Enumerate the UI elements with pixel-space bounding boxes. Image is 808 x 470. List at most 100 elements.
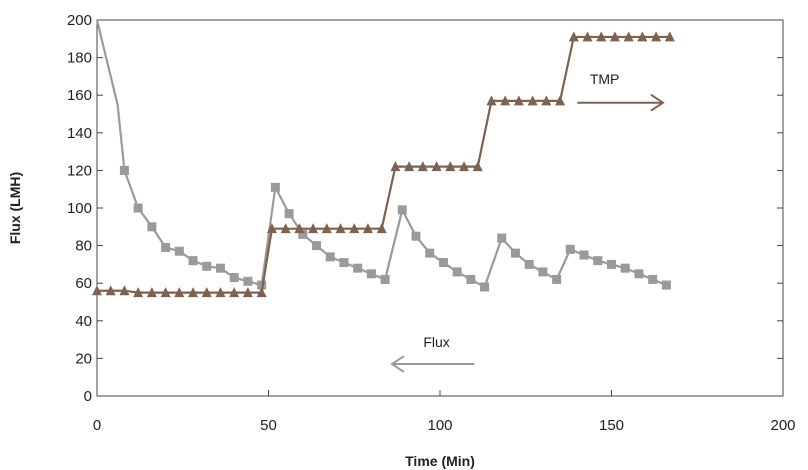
flux-point [229, 273, 239, 283]
tmp-point [146, 287, 157, 298]
flux-point [147, 222, 157, 232]
flux-point [593, 256, 603, 266]
flux-point [353, 263, 363, 273]
y-tick-label: 120 [67, 162, 92, 179]
flux-point [243, 276, 253, 286]
x-tick-label: 100 [427, 417, 452, 434]
flux-point [607, 259, 616, 269]
flux-point [325, 252, 335, 262]
flux-point [380, 274, 390, 284]
tmp-point [174, 287, 185, 298]
y-axis-title: Flux (LMH) [7, 172, 23, 244]
flux-point [366, 269, 376, 279]
flux-point [538, 267, 548, 277]
tmp-point [445, 161, 456, 172]
tmp-point [308, 223, 319, 234]
tmp-point [431, 161, 442, 172]
y-tick-label: 160 [67, 87, 92, 104]
tmp-point [215, 287, 226, 298]
tmp-point [555, 95, 566, 106]
tmp-point [294, 223, 305, 234]
y-tick-label: 180 [67, 50, 92, 67]
flux-point [510, 248, 520, 258]
tmp-point [417, 161, 428, 172]
x-tick-label: 50 [260, 417, 277, 434]
tmp-point [256, 287, 267, 298]
flux-point [620, 263, 630, 273]
tmp-point [596, 31, 607, 42]
tmp-point [651, 31, 662, 42]
tmp-point [609, 31, 620, 42]
flux-point [438, 258, 448, 268]
tmp-point [201, 287, 212, 298]
arrow-right-icon [650, 93, 665, 112]
tmp-point [527, 95, 538, 106]
flux-point [411, 231, 421, 241]
y-tick-label: 40 [75, 313, 92, 330]
flux-point [284, 209, 294, 219]
flux-point [648, 274, 658, 284]
annotation-layer: TMP Flux [390, 71, 665, 373]
tmp-point [335, 223, 346, 234]
tmp-point [500, 95, 511, 106]
tmp-point [404, 161, 415, 172]
tmp-point [541, 95, 552, 106]
tmp-point [349, 223, 360, 234]
flux-point [425, 248, 435, 258]
flux-point [257, 280, 267, 290]
flux-point [161, 242, 171, 252]
tmp-point [229, 287, 240, 298]
tmp-point [188, 287, 199, 298]
x-axis-title: Time (Min) [405, 453, 475, 469]
flux-point [634, 269, 644, 279]
flux-point [480, 282, 490, 292]
tmp-point [664, 31, 675, 42]
y-tick-label: 0 [84, 388, 92, 405]
tmp-point [105, 285, 116, 296]
tmp-point [92, 285, 102, 296]
flux-point [452, 267, 462, 277]
tmp-point [472, 161, 483, 172]
flux-point [661, 280, 671, 290]
flux-point [524, 259, 534, 269]
flux-point [298, 229, 308, 239]
flux-point [215, 263, 225, 273]
x-tick-label: 200 [770, 417, 795, 434]
arrow-left-icon [390, 355, 405, 373]
tmp-point [582, 31, 593, 42]
flux-point [188, 256, 198, 266]
y-axis-ticks: 0 20 40 60 80 100 120 140 160 180 200 [67, 12, 783, 405]
tmp-point [133, 287, 144, 298]
tmp-point [459, 161, 470, 172]
y-tick-label: 200 [67, 12, 92, 29]
series-flux [95, 19, 671, 292]
flux-point [174, 246, 184, 256]
annotation-flux: Flux [390, 334, 475, 373]
tmp-point [119, 285, 130, 296]
tmp-point [513, 95, 524, 106]
flux-point [466, 274, 476, 284]
y-tick-label: 60 [75, 275, 92, 292]
tmp-point [568, 31, 579, 42]
series-layer [92, 19, 675, 298]
tmp-point [376, 223, 387, 234]
series-tmp [92, 31, 675, 298]
plot-area-frame [96, 19, 784, 397]
tmp-point [266, 223, 277, 234]
flux-point [312, 241, 322, 251]
tmp-point [160, 287, 171, 298]
tmp-point [623, 31, 634, 42]
flux-point [202, 261, 212, 271]
annotation-label: Flux [423, 334, 449, 350]
y-tick-label: 140 [67, 125, 92, 142]
flux-point [270, 182, 280, 192]
x-axis-ticks: 0 50 100 150 200 [93, 390, 796, 434]
flux-point [552, 274, 562, 284]
annotation-label: TMP [590, 71, 620, 87]
x-tick-label: 0 [93, 417, 101, 434]
y-tick-label: 20 [75, 350, 92, 367]
tmp-point [637, 31, 648, 42]
y-tick-label: 80 [75, 238, 92, 255]
flux-point [565, 244, 575, 254]
